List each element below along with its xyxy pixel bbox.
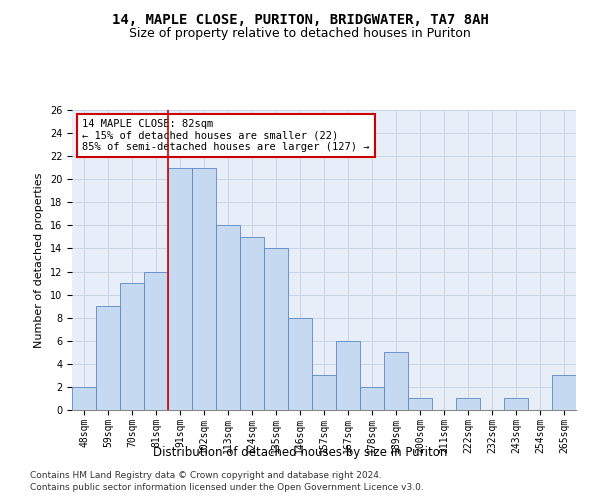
Bar [408, 398, 432, 410]
Bar [504, 398, 528, 410]
Bar [312, 376, 336, 410]
Text: Contains HM Land Registry data © Crown copyright and database right 2024.: Contains HM Land Registry data © Crown c… [30, 471, 382, 480]
Bar [192, 168, 216, 410]
Text: 14, MAPLE CLOSE, PURITON, BRIDGWATER, TA7 8AH: 14, MAPLE CLOSE, PURITON, BRIDGWATER, TA… [112, 12, 488, 26]
Y-axis label: Number of detached properties: Number of detached properties [34, 172, 44, 348]
Bar [96, 306, 120, 410]
Text: Size of property relative to detached houses in Puriton: Size of property relative to detached ho… [129, 28, 471, 40]
Bar [360, 387, 384, 410]
Bar [264, 248, 288, 410]
Text: 14 MAPLE CLOSE: 82sqm
← 15% of detached houses are smaller (22)
85% of semi-deta: 14 MAPLE CLOSE: 82sqm ← 15% of detached … [82, 119, 370, 152]
Bar [336, 341, 360, 410]
Text: Distribution of detached houses by size in Puriton: Distribution of detached houses by size … [153, 446, 447, 459]
Bar [216, 226, 240, 410]
Bar [240, 237, 264, 410]
Bar [144, 272, 168, 410]
Bar [120, 283, 144, 410]
Bar [384, 352, 408, 410]
Bar [72, 387, 96, 410]
Bar [168, 168, 192, 410]
Text: Contains public sector information licensed under the Open Government Licence v3: Contains public sector information licen… [30, 484, 424, 492]
Bar [288, 318, 312, 410]
Bar [552, 376, 576, 410]
Bar [456, 398, 480, 410]
